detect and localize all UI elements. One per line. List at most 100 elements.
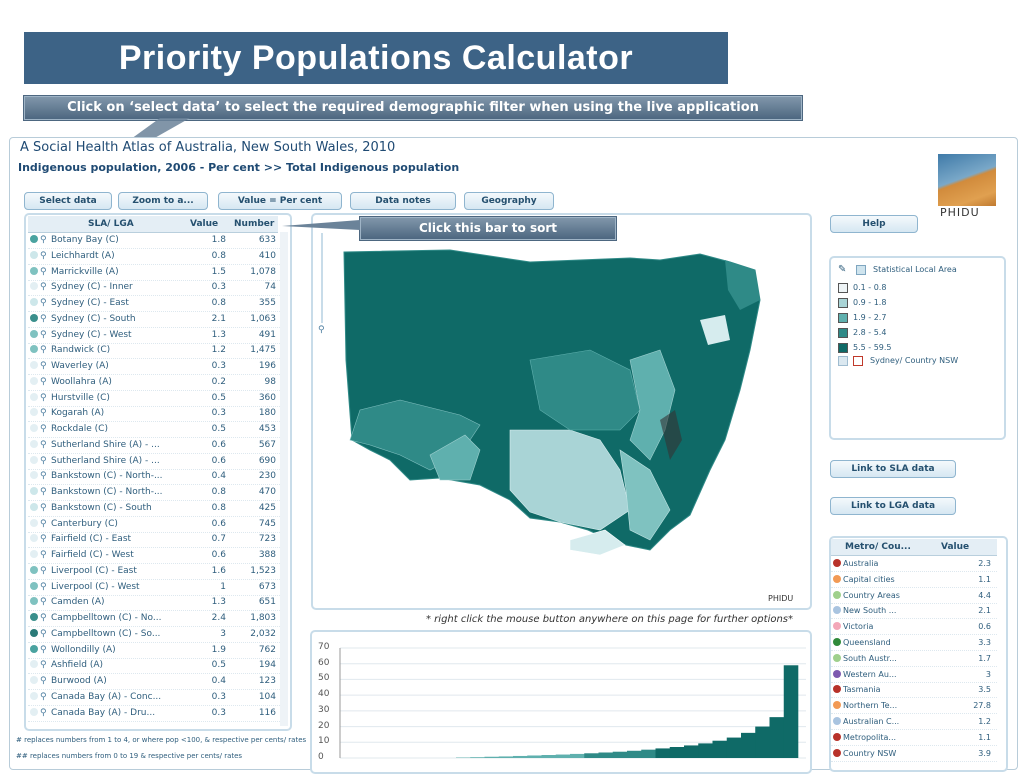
header-value[interactable]: Value — [190, 219, 218, 229]
row-color-dot[interactable] — [30, 345, 38, 353]
chart-bar[interactable] — [698, 743, 713, 758]
metro-color-dot[interactable] — [833, 622, 841, 630]
zoom-slider[interactable]: ⚲ — [318, 225, 326, 335]
zoom-magnifier-icon[interactable]: ⚲ — [40, 361, 47, 371]
row-color-dot[interactable] — [30, 314, 38, 322]
row-color-dot[interactable] — [30, 503, 38, 511]
row-color-dot[interactable] — [30, 534, 38, 542]
row-color-dot[interactable] — [30, 708, 38, 716]
chart-bar[interactable] — [656, 748, 671, 758]
metro-color-dot[interactable] — [833, 638, 841, 646]
metro-table-header[interactable]: Metro/ Cou... Value — [831, 539, 997, 556]
row-color-dot[interactable] — [30, 424, 38, 432]
row-color-dot[interactable] — [30, 471, 38, 479]
legend-checkbox[interactable] — [856, 265, 866, 275]
metro-color-dot[interactable] — [833, 559, 841, 567]
zoom-magnifier-icon[interactable]: ⚲ — [40, 267, 47, 277]
row-color-dot[interactable] — [30, 393, 38, 401]
chart-bar[interactable] — [542, 755, 557, 758]
row-color-dot[interactable] — [30, 629, 38, 637]
zoom-magnifier-icon[interactable]: ⚲ — [40, 550, 47, 560]
metro-color-dot[interactable] — [833, 654, 841, 662]
zoom-magnifier-icon[interactable]: ⚲ — [40, 393, 47, 403]
nsw-map[interactable] — [330, 240, 770, 560]
metro-row[interactable]: Western Au...3 — [831, 667, 997, 683]
zoom-magnifier-icon[interactable]: ⚲ — [40, 471, 47, 481]
zoom-magnifier-icon[interactable]: ⚲ — [40, 503, 47, 513]
chart-bar[interactable] — [485, 757, 500, 758]
value-mode-button[interactable]: Value = Per cent — [218, 192, 342, 210]
zoom-magnifier-icon[interactable]: ⚲ — [40, 251, 47, 261]
chart-bar[interactable] — [727, 738, 742, 758]
row-color-dot[interactable] — [30, 692, 38, 700]
metro-row[interactable]: Metropolita...1.1 — [831, 730, 997, 746]
data-notes-button[interactable]: Data notes — [350, 192, 456, 210]
chart-bar[interactable] — [627, 751, 642, 758]
zoom-magnifier-icon[interactable]: ⚲ — [40, 298, 47, 308]
header-number[interactable]: Number — [234, 219, 274, 229]
zoom-magnifier-icon[interactable]: ⚲ — [40, 613, 47, 623]
metro-row[interactable]: New South ...2.1 — [831, 603, 997, 619]
chart-bar[interactable] — [527, 755, 542, 758]
chart-bar[interactable] — [599, 753, 614, 759]
chart-bar[interactable] — [670, 747, 685, 758]
row-color-dot[interactable] — [30, 408, 38, 416]
chart-bar[interactable] — [613, 752, 628, 758]
metro-row[interactable]: Australian C...1.2 — [831, 714, 997, 730]
chart-bar[interactable] — [684, 745, 699, 758]
metro-color-dot[interactable] — [833, 733, 841, 741]
row-color-dot[interactable] — [30, 282, 38, 290]
metro-color-dot[interactable] — [833, 575, 841, 583]
row-color-dot[interactable] — [30, 582, 38, 590]
metro-color-dot[interactable] — [833, 701, 841, 709]
zoom-magnifier-icon[interactable]: ⚲ — [40, 345, 47, 355]
zoom-magnifier-icon[interactable]: ⚲ — [40, 708, 47, 718]
zoom-magnifier-icon[interactable]: ⚲ — [40, 519, 47, 529]
row-color-dot[interactable] — [30, 676, 38, 684]
help-button[interactable]: Help — [830, 215, 918, 233]
chart-bar[interactable] — [755, 727, 770, 758]
zoom-magnifier-icon[interactable]: ⚲ — [40, 282, 47, 292]
geography-button[interactable]: Geography — [464, 192, 554, 210]
zoom-magnifier-icon[interactable]: ⚲ — [40, 408, 47, 418]
zoom-magnifier-icon[interactable]: ⚲ — [40, 582, 47, 592]
chart-bar[interactable] — [784, 665, 799, 758]
row-color-dot[interactable] — [30, 550, 38, 558]
row-color-dot[interactable] — [30, 361, 38, 369]
link-sla-data-button[interactable]: Link to SLA data — [830, 460, 956, 478]
zoom-magnifier-icon[interactable]: ⚲ — [40, 377, 47, 387]
chart-bar[interactable] — [470, 757, 485, 758]
zoom-magnifier-icon[interactable]: ⚲ — [40, 660, 47, 670]
metro-color-dot[interactable] — [833, 685, 841, 693]
row-color-dot[interactable] — [30, 566, 38, 574]
metro-color-dot[interactable] — [833, 591, 841, 599]
row-color-dot[interactable] — [30, 613, 38, 621]
row-color-dot[interactable] — [30, 377, 38, 385]
row-color-dot[interactable] — [30, 597, 38, 605]
row-color-dot[interactable] — [30, 330, 38, 338]
header-sla-lga[interactable]: SLA/ LGA — [88, 219, 134, 229]
row-color-dot[interactable] — [30, 298, 38, 306]
metro-color-dot[interactable] — [833, 606, 841, 614]
chart-bar[interactable] — [513, 756, 528, 758]
zoom-magnifier-icon[interactable]: ⚲ — [40, 534, 47, 544]
